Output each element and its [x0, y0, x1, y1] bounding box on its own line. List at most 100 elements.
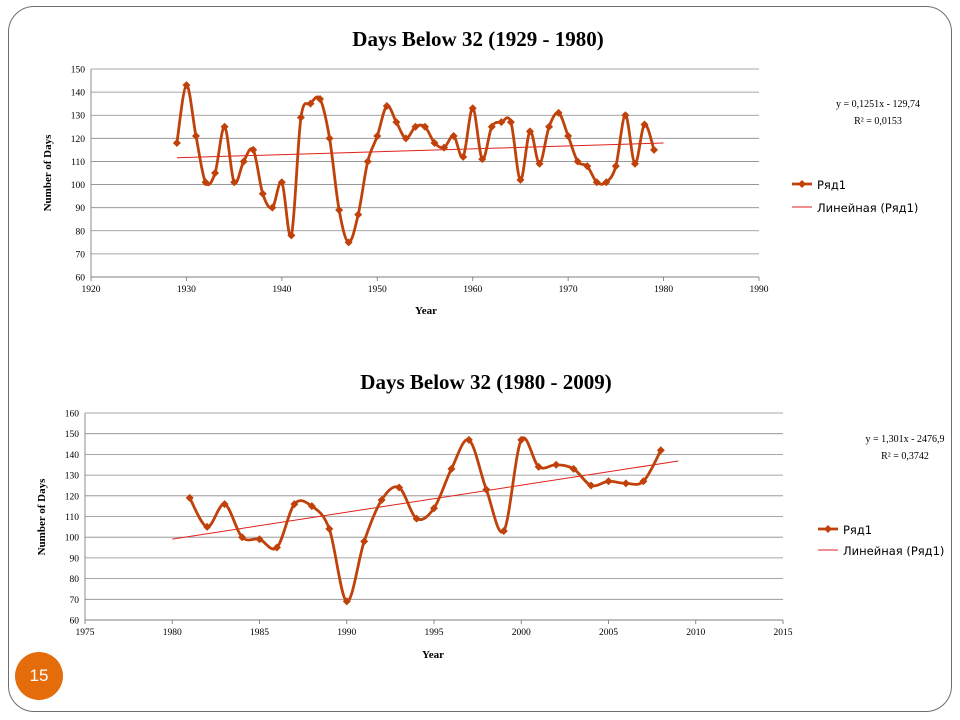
chart-1-y-tick-label: 100	[71, 181, 86, 191]
chart-1-data-point	[296, 113, 305, 122]
chart-1-legend-trend-label: Линейная (Ряд1)	[817, 201, 918, 215]
chart-1-data-point	[316, 95, 325, 104]
chart-1-title: Days Below 32 (1929 - 1980)	[352, 27, 603, 51]
chart-2-legend-trend-label: Линейная (Ряд1)	[843, 544, 944, 558]
chart-2-data-point	[377, 495, 386, 504]
chart-1-trend-r2: R² = 0,0153	[854, 116, 902, 127]
page-number-badge: 15	[15, 652, 63, 700]
chart-2-trend-r2: R² = 0,3742	[881, 451, 929, 462]
chart-2-y-tick-label: 120	[65, 492, 80, 502]
chart-1-data-point	[401, 134, 410, 143]
chart-1-data-point	[211, 169, 220, 177]
chart-1-y-tick-label: 60	[76, 274, 86, 284]
chart-1-data-point	[277, 178, 286, 187]
chart-1-legend-series-marker	[798, 180, 806, 188]
chart-1-data-point	[430, 138, 439, 147]
chart-2-y-tick-label: 70	[70, 596, 80, 606]
chart-1-data-point	[440, 143, 449, 152]
chart-2-data-point	[552, 460, 561, 469]
chart-1-data-point	[354, 210, 363, 219]
chart-1-x-tick-label: 1970	[559, 285, 578, 295]
chart-2-x-axis-title: Year	[422, 649, 444, 661]
chart-1-data-point	[497, 118, 506, 127]
chart-1-data-point	[554, 108, 563, 117]
chart-2-data-point	[412, 514, 421, 523]
chart-2-data-point	[185, 493, 194, 502]
chart-1-data-point	[535, 159, 544, 168]
chart-2-legend-series-marker	[824, 525, 832, 533]
chart-2-data-point	[621, 479, 630, 488]
chart-2-series-line	[188, 436, 663, 603]
chart-1-x-axis-title: Year	[415, 305, 437, 317]
chart-2-y-tick-label: 60	[70, 617, 80, 627]
chart-1-data-point	[325, 134, 334, 143]
chart-2-trend-equation: y = 1,301x - 2476,9	[866, 434, 945, 445]
chart-1-data-point	[573, 157, 582, 166]
chart-1-data-point	[621, 111, 630, 120]
chart-2-data-point	[272, 543, 281, 552]
chart-1-data-point	[220, 122, 229, 131]
chart-1-y-tick-label: 140	[71, 89, 86, 99]
chart-2-y-tick-label: 140	[65, 451, 80, 461]
chart-1-data-point	[545, 122, 554, 131]
chart-1-y-tick-label: 110	[71, 158, 85, 168]
chart-1-data-point	[249, 145, 258, 154]
chart-2-x-tick-label: 2000	[512, 628, 531, 638]
chart-2-data-point	[604, 477, 613, 486]
chart-1-data-point	[306, 99, 315, 108]
chart-1-data-point	[650, 145, 659, 154]
chart-1-y-axis-title: Number of Days	[42, 134, 54, 212]
chart-2-y-tick-label: 130	[65, 472, 80, 482]
chart-1-data-point	[335, 205, 344, 214]
chart-1-data-point	[344, 238, 353, 247]
chart-2-data-point	[290, 500, 299, 509]
chart-1-data-point	[564, 132, 573, 141]
chart-1-y-tick-label: 70	[76, 250, 86, 260]
chart-1-series-line	[175, 83, 656, 244]
chart-2-data-point	[238, 533, 247, 542]
chart-2-data-point	[639, 477, 648, 486]
chart-1-x-tick-label: 1930	[177, 285, 196, 295]
chart-2-data-point	[430, 504, 438, 513]
chart-1-data-point	[287, 231, 296, 240]
chart-2-data-point	[395, 483, 404, 492]
chart-1-y-tick-label: 120	[71, 135, 86, 145]
chart-1-data-point	[478, 155, 487, 164]
chart-2-data-point	[342, 597, 351, 606]
chart-1-data-point	[191, 132, 200, 141]
chart-2-x-tick-label: 1980	[163, 628, 182, 638]
chart-2-x-tick-label: 2005	[599, 628, 618, 638]
chart-1-trend-equation: y = 0,1251x - 129,74	[836, 99, 920, 110]
chart-2-data-point	[499, 526, 508, 535]
chart-1-data-point	[630, 159, 639, 168]
chart-2-x-tick-label: 1995	[425, 628, 444, 638]
chart-1-data-point	[611, 162, 620, 171]
chart-1-data-point	[230, 178, 239, 187]
chart-2-data-point	[447, 464, 456, 473]
chart-1-y-tick-label: 130	[71, 112, 86, 122]
chart-2-title: Days Below 32 (1980 - 2009)	[360, 370, 611, 394]
chart-1-y-tick-label: 90	[76, 204, 86, 214]
chart-2-y-tick-label: 90	[70, 554, 80, 564]
chart-2-data-point	[517, 435, 526, 444]
chart-1-x-tick-label: 1960	[463, 285, 482, 295]
chart-2-y-tick-label: 160	[65, 410, 80, 420]
chart-1-data-point	[583, 162, 592, 171]
chart-2-data-point	[482, 485, 491, 494]
chart-1-data-point	[182, 81, 191, 90]
chart-2-data-point	[587, 481, 596, 490]
chart-1-legend-series-label: Ряд1	[817, 178, 846, 192]
chart-2-y-tick-label: 150	[65, 430, 80, 440]
chart-2-data-point	[307, 502, 316, 511]
chart-2-x-tick-label: 2010	[686, 628, 705, 638]
chart-2-y-tick-label: 80	[70, 575, 80, 585]
chart-1-data-point	[459, 152, 468, 161]
chart-2-data-point	[464, 435, 473, 444]
chart-2-y-axis-title: Number of Days	[36, 478, 48, 556]
chart-2-trendline	[172, 460, 679, 540]
chart-1-data-point	[382, 101, 391, 110]
chart-1-data-point	[506, 118, 515, 127]
chart-1-data-point	[449, 132, 458, 141]
chart-2-y-tick-label: 100	[65, 534, 80, 544]
